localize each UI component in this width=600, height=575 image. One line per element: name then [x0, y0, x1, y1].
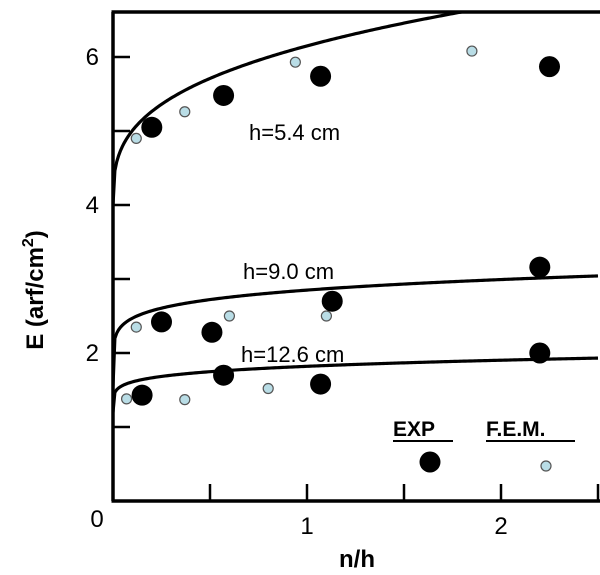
fem-point-1-4 — [466, 45, 478, 57]
fem-point-3-2 — [179, 394, 191, 406]
fit-curve-2 — [113, 274, 599, 387]
series-label-3: h=12.6 cm — [241, 342, 344, 367]
fem-point-3-1 — [120, 393, 133, 405]
exp-point-3-3 — [310, 373, 332, 395]
legend-exp-label: EXP — [393, 418, 435, 441]
exp-point-1-1 — [141, 116, 163, 138]
fem-point-1-2 — [179, 106, 191, 118]
series-label-1: h=5.4 cm — [249, 120, 340, 145]
exp-point-1-2 — [213, 84, 235, 106]
series-label-2: h=9.0 cm — [243, 259, 334, 284]
legend-exp-marker — [419, 451, 441, 473]
x-tick-label-1: 1 — [300, 513, 313, 540]
exp-point-2-1 — [151, 311, 172, 333]
fem-point-3-3 — [262, 382, 274, 395]
fem-point-1-3 — [289, 56, 301, 68]
exp-point-2-2 — [201, 321, 223, 343]
exp-point-2-4 — [529, 256, 551, 278]
exp-point-2-3 — [321, 290, 343, 312]
exp-point-3-1 — [131, 384, 153, 406]
axes — [111, 10, 600, 503]
exp-point-3-4 — [529, 342, 551, 364]
fem-point-2-1 — [130, 321, 142, 333]
y-tick-label-6: 6 — [86, 44, 99, 71]
exp-point-1-4 — [539, 56, 560, 78]
y-axis-label: E (arf/cm2) — [20, 230, 49, 350]
plot-area — [113, 12, 599, 413]
legend-fem-label: F.E.M. — [486, 418, 546, 441]
fit-curve-3 — [113, 356, 599, 413]
x-tick-label-0: 0 — [90, 506, 103, 533]
x-tick-label-2: 2 — [494, 513, 507, 540]
fem-point-2-3 — [320, 310, 332, 322]
y-axis-label-main: E (arf/cm — [22, 247, 49, 350]
fem-point-2-2 — [223, 310, 235, 322]
y-axis-label-superscript: 2 — [20, 238, 37, 247]
exp-point-3-2 — [213, 364, 235, 386]
x-axis-label: n/h — [339, 546, 375, 573]
fit-curve-1 — [113, 12, 471, 206]
fem-point-1-1 — [130, 132, 142, 144]
legend: EXP F.E.M. — [393, 418, 575, 473]
legend-fem-marker — [540, 460, 552, 472]
y-tick-label-2: 2 — [86, 340, 99, 367]
y-tick-label-4: 4 — [86, 192, 99, 219]
y-axis-label-close: ) — [22, 230, 49, 238]
exp-point-1-3 — [310, 65, 332, 87]
